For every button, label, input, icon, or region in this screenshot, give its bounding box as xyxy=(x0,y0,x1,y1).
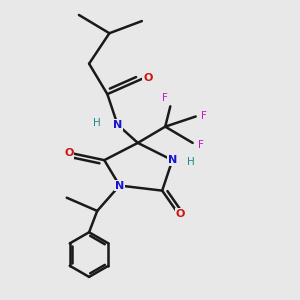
Text: F: F xyxy=(201,112,207,122)
Text: N: N xyxy=(168,155,177,165)
Text: N: N xyxy=(113,120,122,130)
Text: O: O xyxy=(64,148,74,158)
Text: F: F xyxy=(162,93,168,103)
Text: H: H xyxy=(187,157,194,167)
Text: O: O xyxy=(176,209,185,219)
Text: O: O xyxy=(143,73,153,83)
Text: H: H xyxy=(93,118,101,128)
Text: N: N xyxy=(115,181,124,190)
Text: F: F xyxy=(198,140,204,150)
